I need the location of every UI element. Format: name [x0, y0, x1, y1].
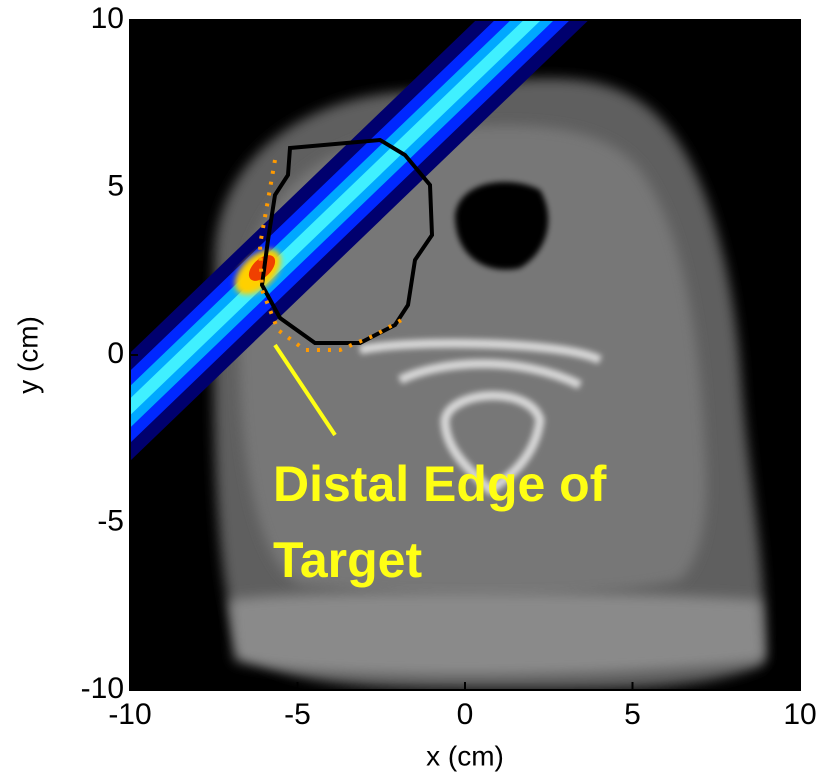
x-tick-label: 10 — [783, 698, 816, 731]
annotation: Distal Edge of — [273, 456, 607, 512]
y-tick-label: 0 — [107, 337, 124, 370]
annotation: Target — [273, 532, 422, 588]
couch — [230, 593, 765, 676]
y-axis-label: y (cm) — [12, 316, 43, 394]
image — [80, 0, 800, 690]
page: {"chart_data": {"type": "image", "xlabel… — [0, 0, 830, 780]
x-tick-label: 5 — [624, 698, 641, 731]
x-tick-label: 0 — [457, 698, 474, 731]
chart: x (cm) y (cm) -10-50510-10-50510Distal E… — [0, 0, 830, 780]
y-tick-label: -5 — [97, 504, 124, 537]
y-tick-label: -10 — [81, 672, 124, 705]
x-tick-label: -5 — [284, 698, 311, 731]
x-axis-label: x (cm) — [426, 740, 504, 771]
y-tick-label: 5 — [107, 169, 124, 202]
y-tick-label: 10 — [91, 2, 124, 35]
